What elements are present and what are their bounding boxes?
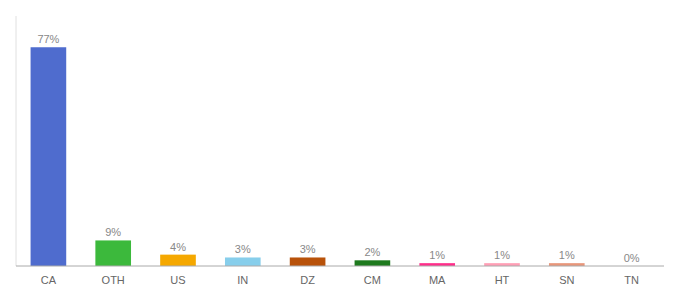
x-tick-label: DZ — [300, 274, 315, 286]
bar — [31, 47, 67, 266]
data-label: 1% — [559, 249, 575, 261]
bar — [355, 260, 391, 266]
x-tick-label: CA — [41, 274, 57, 286]
x-tick-label: CM — [364, 274, 381, 286]
data-label: 4% — [170, 241, 186, 253]
bar — [225, 257, 261, 266]
chart: 77% 9% 4% 3% 3% 2% 1% 1% 1% 0% CA OTH US IN DZ CM MA HT SN… — [0, 0, 680, 300]
chart-container: 77% 9% 4% 3% 3% 2% 1% 1% 1% 0% CA OTH US IN DZ CM MA HT SN… — [0, 0, 680, 300]
x-tick-label: HT — [495, 274, 510, 286]
data-label: 2% — [364, 246, 380, 258]
x-tick-label: SN — [559, 274, 574, 286]
x-tick-label: OTH — [102, 274, 125, 286]
x-tick-label: TN — [624, 274, 639, 286]
x-tick-label: US — [170, 274, 185, 286]
data-label: 9% — [105, 226, 121, 238]
bar — [160, 255, 196, 266]
data-label: 1% — [429, 249, 445, 261]
data-label: 3% — [300, 243, 316, 255]
x-axis-line — [16, 266, 664, 267]
x-tick-label: IN — [237, 274, 248, 286]
data-label: 3% — [235, 243, 251, 255]
x-tick-label: MA — [429, 274, 446, 286]
data-label: 77% — [37, 33, 59, 45]
data-label: 0% — [624, 252, 640, 264]
bar — [290, 257, 326, 266]
bars — [31, 47, 585, 266]
y-axis-line — [16, 16, 17, 266]
data-label: 1% — [494, 249, 510, 261]
bar — [95, 240, 131, 266]
